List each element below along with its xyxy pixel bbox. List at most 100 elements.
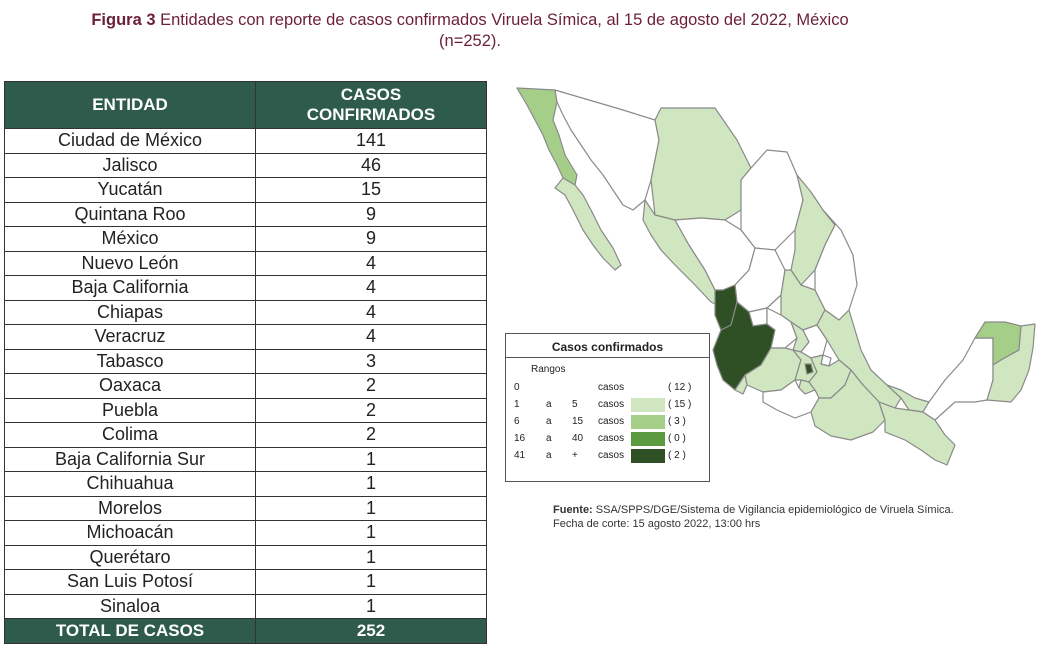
row-casos: 2 xyxy=(255,422,487,448)
row-casos: 2 xyxy=(255,373,487,399)
legend-to: 15 xyxy=(572,416,584,427)
legend-count: ( 15 ) xyxy=(668,399,692,410)
row-casos: 3 xyxy=(255,348,487,374)
state-ciudad-de-mexico xyxy=(804,363,814,375)
state-campeche xyxy=(922,337,994,421)
row-casos: 1 xyxy=(255,569,487,595)
legend-swatch xyxy=(631,415,665,429)
row-entidad: Baja California Sur xyxy=(4,446,256,472)
table-row: Baja California Sur 1 xyxy=(4,446,487,472)
row-casos: 9 xyxy=(255,226,487,252)
legend-from: 6 xyxy=(514,416,520,427)
legend-unit: casos xyxy=(598,416,625,427)
legend-unit: casos xyxy=(598,433,625,444)
table-row: San Luis Potosí 1 xyxy=(4,569,487,595)
legend-count: ( 0 ) xyxy=(668,433,686,444)
legend-swatch xyxy=(631,398,665,412)
header-entidad: ENTIDAD xyxy=(4,81,256,129)
header-casos-line1: CASOS xyxy=(340,85,402,104)
legend-sep: a xyxy=(546,416,552,427)
legend-to: 5 xyxy=(572,399,578,410)
state-baja-california-sur xyxy=(554,177,622,271)
row-entidad: Sinaloa xyxy=(4,593,256,619)
table-row: Chihuahua 1 xyxy=(4,471,487,497)
row-entidad: Ciudad de México xyxy=(4,128,256,154)
table-row: Chiapas 4 xyxy=(4,299,487,325)
total-label: TOTAL DE CASOS xyxy=(4,618,256,644)
legend-range: 41 a + casos ( 2 ) xyxy=(506,448,709,464)
legend-range: 0 casos ( 12 ) xyxy=(506,380,709,396)
state-quintana-roo xyxy=(986,323,1036,403)
row-casos: 1 xyxy=(255,495,487,521)
row-casos: 4 xyxy=(255,250,487,276)
legend-to: + xyxy=(572,450,578,461)
legend-sep: a xyxy=(546,399,552,410)
legend-to: 40 xyxy=(572,433,584,444)
row-casos: 9 xyxy=(255,201,487,227)
legend-from: 1 xyxy=(514,399,520,410)
state-chiapas xyxy=(878,401,956,466)
row-entidad: Tabasco xyxy=(4,348,256,374)
row-casos: 1 xyxy=(255,593,487,619)
row-entidad: Baja California xyxy=(4,275,256,301)
legend-range: 16 a 40 casos ( 0 ) xyxy=(506,431,709,447)
legend-from: 16 xyxy=(514,433,526,444)
row-entidad: Veracruz xyxy=(4,324,256,350)
legend-unit: casos xyxy=(598,382,625,393)
row-casos: 1 xyxy=(255,544,487,570)
legend-range: 1 a 5 casos ( 15 ) xyxy=(506,397,709,413)
table-row: Veracruz 4 xyxy=(4,324,487,350)
row-casos: 1 xyxy=(255,520,487,546)
map-legend: Casos confirmados Rangos 0 casos ( 12 ) 1 a 5… xyxy=(505,333,710,482)
row-entidad: Querétaro xyxy=(4,544,256,570)
legend-subtitle: Rangos xyxy=(531,364,566,375)
row-entidad: Nuevo León xyxy=(4,250,256,276)
source-label: Fuente: xyxy=(553,504,593,516)
table-row: Michoacán 1 xyxy=(4,520,487,546)
figure-n: (n=252). xyxy=(439,32,501,50)
legend-from: 41 xyxy=(514,450,526,461)
figure-title: Figura 3 Entidades con reporte de casos … xyxy=(0,10,940,52)
table-row: Jalisco 46 xyxy=(4,152,487,178)
row-entidad: Chiapas xyxy=(4,299,256,325)
row-entidad: México xyxy=(4,226,256,252)
table-row: Querétaro 1 xyxy=(4,544,487,570)
state-coahuila xyxy=(740,149,804,251)
legend-swatch xyxy=(631,432,665,446)
row-casos: 4 xyxy=(255,299,487,325)
source-text: SSA/SPPS/DGE/Sistema de Vigilancia epide… xyxy=(553,504,954,530)
legend-count: ( 3 ) xyxy=(668,416,686,427)
row-casos: 4 xyxy=(255,324,487,350)
row-entidad: San Luis Potosí xyxy=(4,569,256,595)
table-row: Oaxaca 2 xyxy=(4,373,487,399)
table-row: Ciudad de México 141 xyxy=(4,128,487,154)
mexico-map xyxy=(516,87,1036,466)
row-casos: 4 xyxy=(255,275,487,301)
row-entidad: Chihuahua xyxy=(4,471,256,497)
row-entidad: Quintana Roo xyxy=(4,201,256,227)
state-guerrero xyxy=(762,379,820,419)
legend-title: Casos confirmados xyxy=(551,340,664,354)
header-casos: CASOS CONFIRMADOS xyxy=(255,81,487,129)
row-casos: 2 xyxy=(255,397,487,423)
legend-divider xyxy=(506,357,709,358)
legend-count: ( 12 ) xyxy=(668,382,692,393)
table-row: Nuevo León 4 xyxy=(4,250,487,276)
state-colima xyxy=(734,374,748,395)
row-entidad: Puebla xyxy=(4,397,256,423)
legend-sep: a xyxy=(546,433,552,444)
row-entidad: Morelos xyxy=(4,495,256,521)
table-row: Sinaloa 1 xyxy=(4,593,487,619)
row-casos: 141 xyxy=(255,128,487,154)
row-casos: 1 xyxy=(255,471,487,497)
table-row: Morelos 1 xyxy=(4,495,487,521)
figure-label: Figura 3 xyxy=(91,11,156,29)
header-casos-line2: CONFIRMADOS xyxy=(306,105,436,124)
table-row: México 9 xyxy=(4,226,487,252)
total-value: 252 xyxy=(255,618,487,644)
total-row: TOTAL DE CASOS 252 xyxy=(4,618,487,644)
table-row: Tabasco 3 xyxy=(4,348,487,374)
legend-unit: casos xyxy=(598,450,625,461)
table-row: Baja California 4 xyxy=(4,275,487,301)
legend-swatch xyxy=(631,381,665,395)
